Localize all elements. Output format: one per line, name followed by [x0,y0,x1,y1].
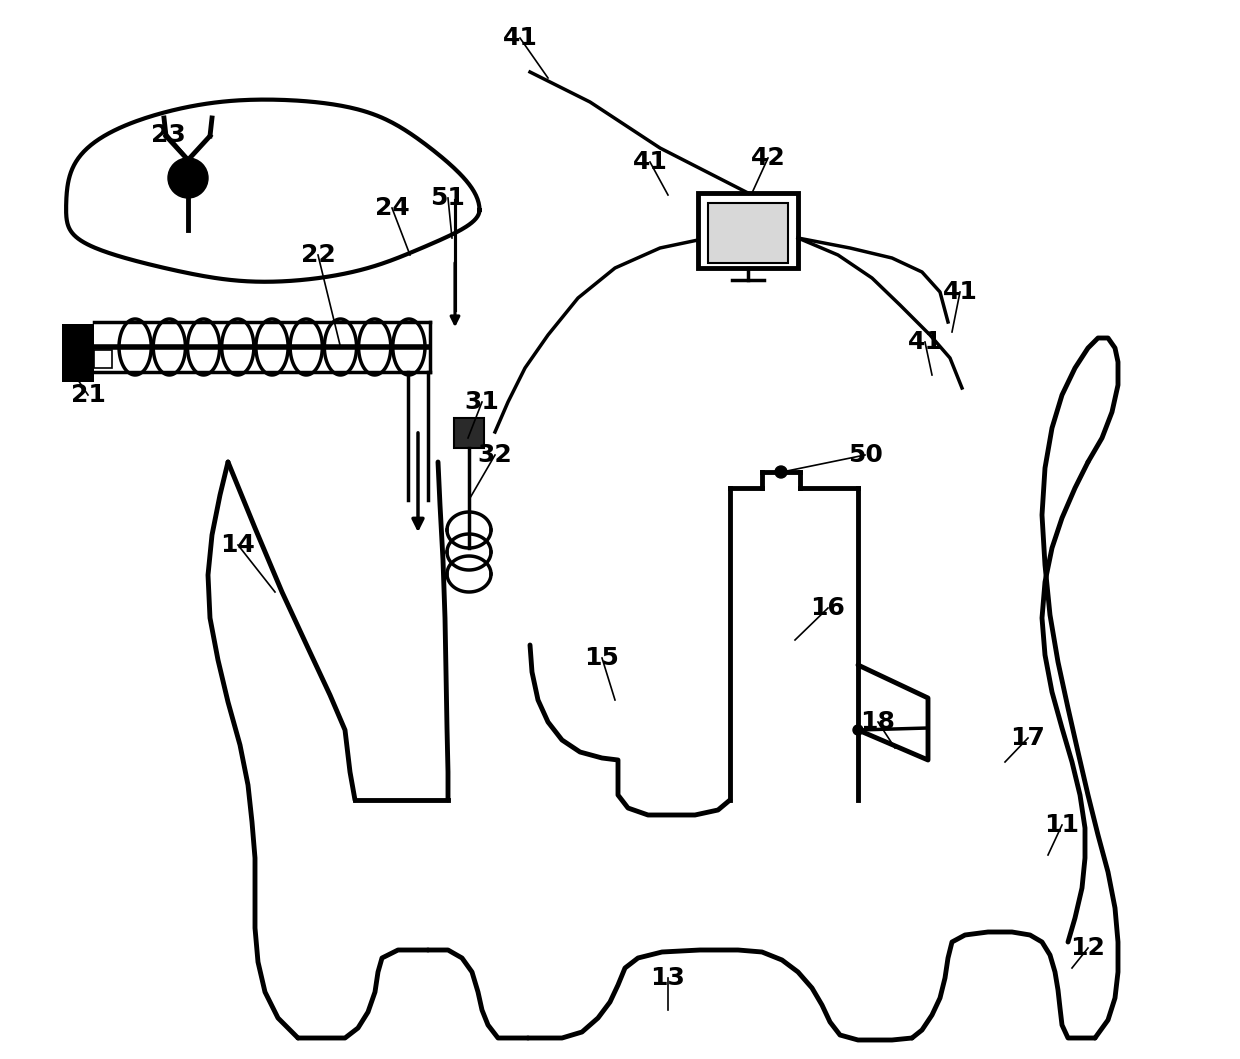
Text: 11: 11 [1044,813,1080,837]
Text: 24: 24 [374,196,409,220]
Bar [708,203,787,263]
Bar [454,418,484,448]
Bar [698,193,799,268]
Bar [62,324,94,382]
Text: 17: 17 [1011,726,1045,750]
Text: 41: 41 [632,150,667,174]
Text: 42: 42 [750,146,785,170]
Text: 16: 16 [811,596,846,620]
Text: 41: 41 [942,280,977,304]
Text: 41: 41 [908,330,942,354]
Circle shape [775,466,787,478]
Text: 22: 22 [300,243,335,267]
Text: 14: 14 [221,533,255,557]
Text: 32: 32 [477,443,512,467]
Text: 41: 41 [502,26,537,50]
Text: 21: 21 [71,383,105,407]
Bar [94,351,112,367]
Circle shape [853,725,863,735]
Text: 15: 15 [584,646,620,670]
Circle shape [167,158,208,198]
Text: 23: 23 [150,123,185,147]
Text: 13: 13 [651,966,686,990]
Text: 18: 18 [861,710,895,734]
Text: 31: 31 [465,390,500,414]
Text: 50: 50 [848,443,883,467]
Text: 51: 51 [430,186,465,210]
Text: 12: 12 [1070,936,1105,961]
